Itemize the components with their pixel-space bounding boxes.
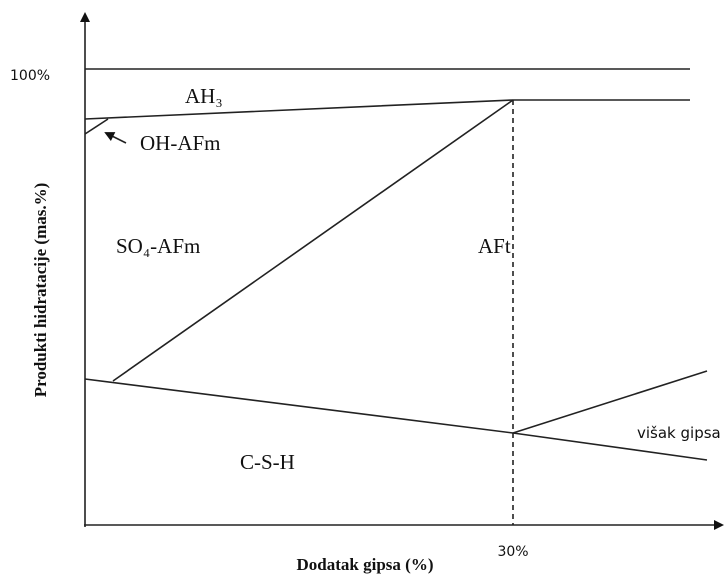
y-axis-label: Produkti hidratacije (mas.%)	[31, 183, 50, 398]
x-tick-label: 30%	[497, 544, 528, 560]
x-axis-label: Dodatak gipsa (%)	[297, 555, 434, 574]
region-label: SO₄-AFm	[116, 234, 200, 258]
region-label: AFt	[478, 234, 511, 258]
region-label: višak gipsa	[637, 424, 721, 442]
arrow-oh-afm	[104, 132, 127, 144]
boundary-afm-aft	[112, 99, 514, 382]
region-label: OH-AFm	[140, 131, 221, 155]
y-tick-label: 100%	[10, 68, 50, 84]
boundary-excess	[512, 370, 708, 434]
boundary-oh-afm	[84, 118, 109, 135]
region-label: C-S-H	[240, 450, 295, 474]
boundary-ah3	[84, 99, 690, 120]
boundary-csh	[84, 378, 708, 461]
region-label: AH₃	[185, 84, 223, 108]
